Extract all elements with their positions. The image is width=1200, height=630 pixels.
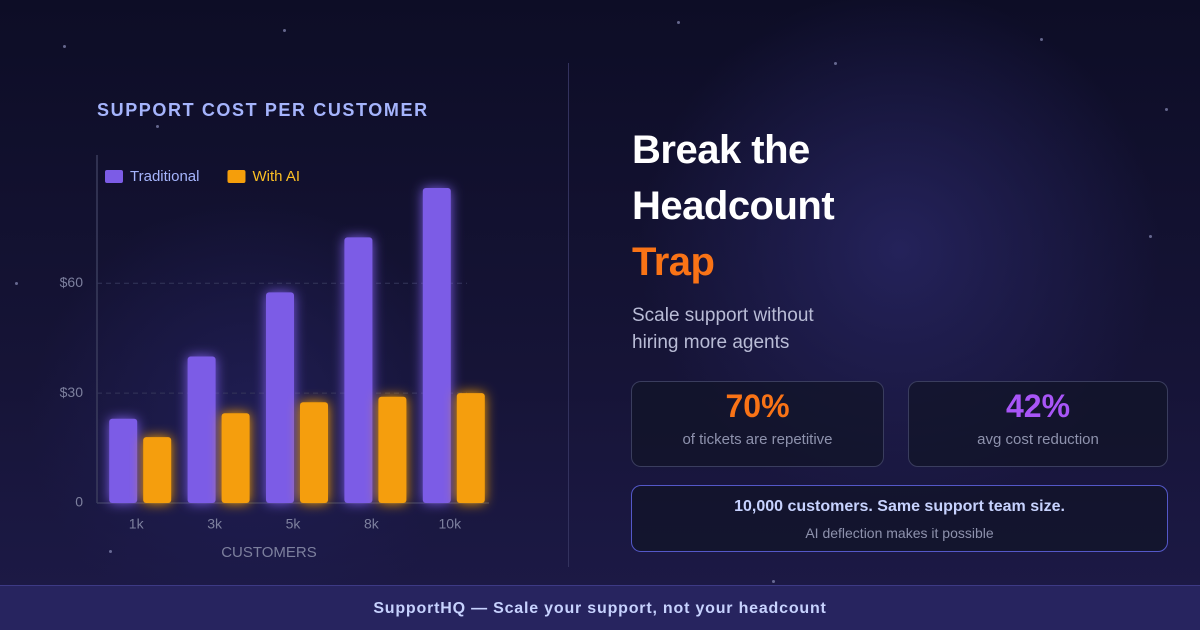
x-tick-label: 3k (207, 516, 223, 532)
legend-swatch (105, 170, 123, 183)
callout-card: 10,000 customers. Same support team size… (631, 485, 1168, 552)
star (283, 29, 286, 32)
legend-label: With AI (252, 168, 300, 185)
headline-accent: Trap (632, 240, 715, 284)
stat-value: 42% (1005, 388, 1071, 424)
bar (266, 292, 294, 503)
star (15, 282, 18, 285)
stat-card: 42% avg cost reduction (908, 381, 1168, 467)
bar (378, 396, 407, 503)
y-tick-label: $30 (60, 384, 84, 400)
star (677, 21, 680, 24)
divider (568, 63, 569, 567)
headline-line: Headcount (632, 184, 835, 228)
callout-title: 10,000 customers. Same support team size… (734, 498, 1065, 515)
stat-label: of tickets are repetitive (682, 431, 833, 448)
x-tick-label: 1k (129, 516, 145, 532)
stat-value: 70% (725, 388, 790, 424)
bar (456, 393, 485, 503)
star (1149, 235, 1152, 238)
x-tick-label: 5k (286, 516, 302, 532)
bar (344, 237, 373, 503)
stat-card: 70% of tickets are repetitive (631, 381, 884, 467)
legend-label: Traditional (130, 168, 199, 185)
bar (109, 418, 138, 503)
bar (143, 437, 172, 503)
star (109, 550, 112, 553)
bar (187, 356, 216, 503)
star (772, 580, 775, 583)
chart-title: SUPPORT COST PER CUSTOMER (97, 100, 429, 120)
subtitle: Scale support without hiring more agents (632, 305, 814, 353)
footer: SupportHQ — Scale your support, not your… (0, 585, 1200, 630)
chart: SUPPORT COST PER CUSTOMER CUSTOMERS 0 $30… (60, 100, 489, 561)
star (1040, 38, 1043, 41)
x-axis-label: CUSTOMERS (221, 544, 317, 561)
headline: Break the Headcount Trap (632, 122, 835, 290)
bar (300, 402, 328, 503)
star (1165, 108, 1168, 111)
y-tick-label: $60 (60, 274, 84, 290)
x-tick-label: 10k (439, 516, 463, 532)
y-tick-label: 0 (75, 494, 83, 510)
legend-swatch (227, 170, 246, 183)
bar (221, 413, 250, 503)
star (156, 125, 159, 128)
star (834, 62, 837, 65)
stat-label: avg cost reduction (977, 431, 1099, 448)
x-tick-label: 8k (364, 516, 380, 532)
bar (422, 187, 451, 503)
callout-text: AI deflection makes it possible (805, 525, 994, 541)
headline-line: Break the (632, 128, 810, 172)
star (63, 45, 66, 48)
